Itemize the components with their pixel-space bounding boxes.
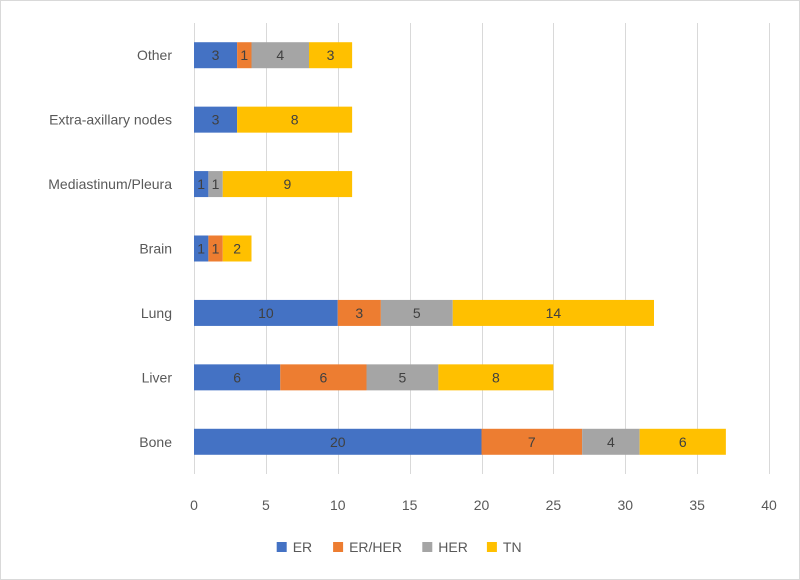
bar-other-er-her [237, 42, 252, 69]
bar-bone-er-her [481, 428, 583, 455]
bar-lung-her [380, 299, 453, 326]
data-label-brain-er: 1 [197, 241, 205, 257]
category-label-extra-axillary-nodes: Extra-axillary nodes [49, 112, 172, 128]
x-tick-label-35: 35 [689, 497, 705, 513]
bar-extra-axillary-nodes-tn [237, 106, 353, 133]
bar-bone-tn [639, 428, 726, 455]
bar-bone-her [582, 428, 640, 455]
legend-label-er: ER [293, 539, 312, 555]
data-label-other-er-her: 1 [240, 47, 248, 63]
x-tick-label-5: 5 [262, 497, 270, 513]
legend-label-tn: TN [503, 539, 522, 555]
legend-swatch-er [276, 542, 287, 552]
legend-swatch-her [422, 542, 433, 552]
bar-other-her [251, 42, 309, 69]
data-label-lung-er: 10 [258, 305, 274, 321]
bar-lung-er [194, 299, 338, 326]
x-tick-label-25: 25 [546, 497, 562, 513]
data-label-liver-tn: 8 [492, 369, 500, 385]
data-label-mediastinum-pleura-er: 1 [197, 176, 205, 192]
data-label-liver-er: 6 [233, 369, 241, 385]
category-label-liver: Liver [142, 369, 173, 385]
data-label-liver-er-her: 6 [319, 369, 327, 385]
category-label-lung: Lung [141, 305, 172, 321]
data-label-bone-tn: 6 [679, 434, 687, 450]
bar-liver-her [366, 364, 439, 391]
x-tick-label-15: 15 [402, 497, 418, 513]
category-label-mediastinum-pleura: Mediastinum/Pleura [48, 176, 172, 192]
x-tick-label-40: 40 [761, 497, 777, 513]
bar-lung-er-her [337, 299, 381, 326]
bar-extra-axillary-nodes-er [194, 106, 238, 133]
bar-brain-tn [222, 235, 252, 262]
data-label-brain-er-her: 1 [212, 241, 220, 257]
data-label-bone-er: 20 [330, 434, 346, 450]
bar-lung-tn [452, 299, 654, 326]
category-labels: Bone Liver Lung Brain Mediastinum/Pleura Extr… [48, 47, 172, 450]
data-label-mediastinum-pleura-tn: 9 [284, 176, 292, 192]
x-tick-label-20: 20 [474, 497, 490, 513]
data-label-liver-her: 5 [399, 369, 407, 385]
legend-swatch-tn [486, 542, 497, 552]
category-label-other: Other [137, 47, 172, 63]
data-label-other-er: 3 [212, 47, 220, 63]
x-tick-label-10: 10 [330, 497, 346, 513]
legend-label-er-her: ER/HER [349, 539, 402, 555]
data-label-other-her: 4 [276, 47, 284, 63]
data-label-bone-her: 4 [607, 434, 615, 450]
data-label-bone-er-her: 7 [528, 434, 536, 450]
category-label-brain: Brain [139, 241, 172, 257]
bar-liver-tn [438, 364, 554, 391]
bar-other-er [194, 42, 238, 69]
bar-mediastinum-pleura-er [194, 171, 209, 198]
bar-brain-er [194, 235, 209, 262]
legend-swatch-er-her [333, 542, 344, 552]
bars-layer: 20 7 4 66 6 5 810 3 5 141 1 21 1 93 83 1 4 3 [194, 42, 726, 455]
data-label-extra-axillary-nodes-tn: 8 [291, 112, 299, 128]
data-label-extra-axillary-nodes-er: 3 [212, 112, 220, 128]
grid-layer [194, 23, 770, 474]
bar-other-tn [309, 42, 353, 69]
data-label-brain-tn: 2 [233, 241, 241, 257]
x-tick-label-30: 30 [617, 497, 633, 513]
bar-liver-er [194, 364, 281, 391]
bar-liver-er-her [280, 364, 367, 391]
legend-label-her: HER [438, 539, 468, 555]
data-label-lung-her: 5 [413, 305, 421, 321]
data-label-other-tn: 3 [327, 47, 335, 63]
data-label-lung-tn: 14 [546, 305, 562, 321]
category-label-bone: Bone [139, 434, 172, 450]
bar-brain-er-her [208, 235, 223, 262]
data-label-lung-er-her: 3 [355, 305, 363, 321]
x-tick-label-0: 0 [190, 497, 198, 513]
bar-mediastinum-pleura-her [208, 171, 223, 198]
x-tick-labels: 0 5 10 15 20 25 30 35 40 [190, 497, 777, 513]
legend: ER ER/HER HER TN [276, 539, 522, 555]
bar-bone-er [194, 428, 482, 455]
bar-mediastinum-pleura-tn [222, 171, 353, 198]
data-label-mediastinum-pleura-her: 1 [212, 176, 220, 192]
